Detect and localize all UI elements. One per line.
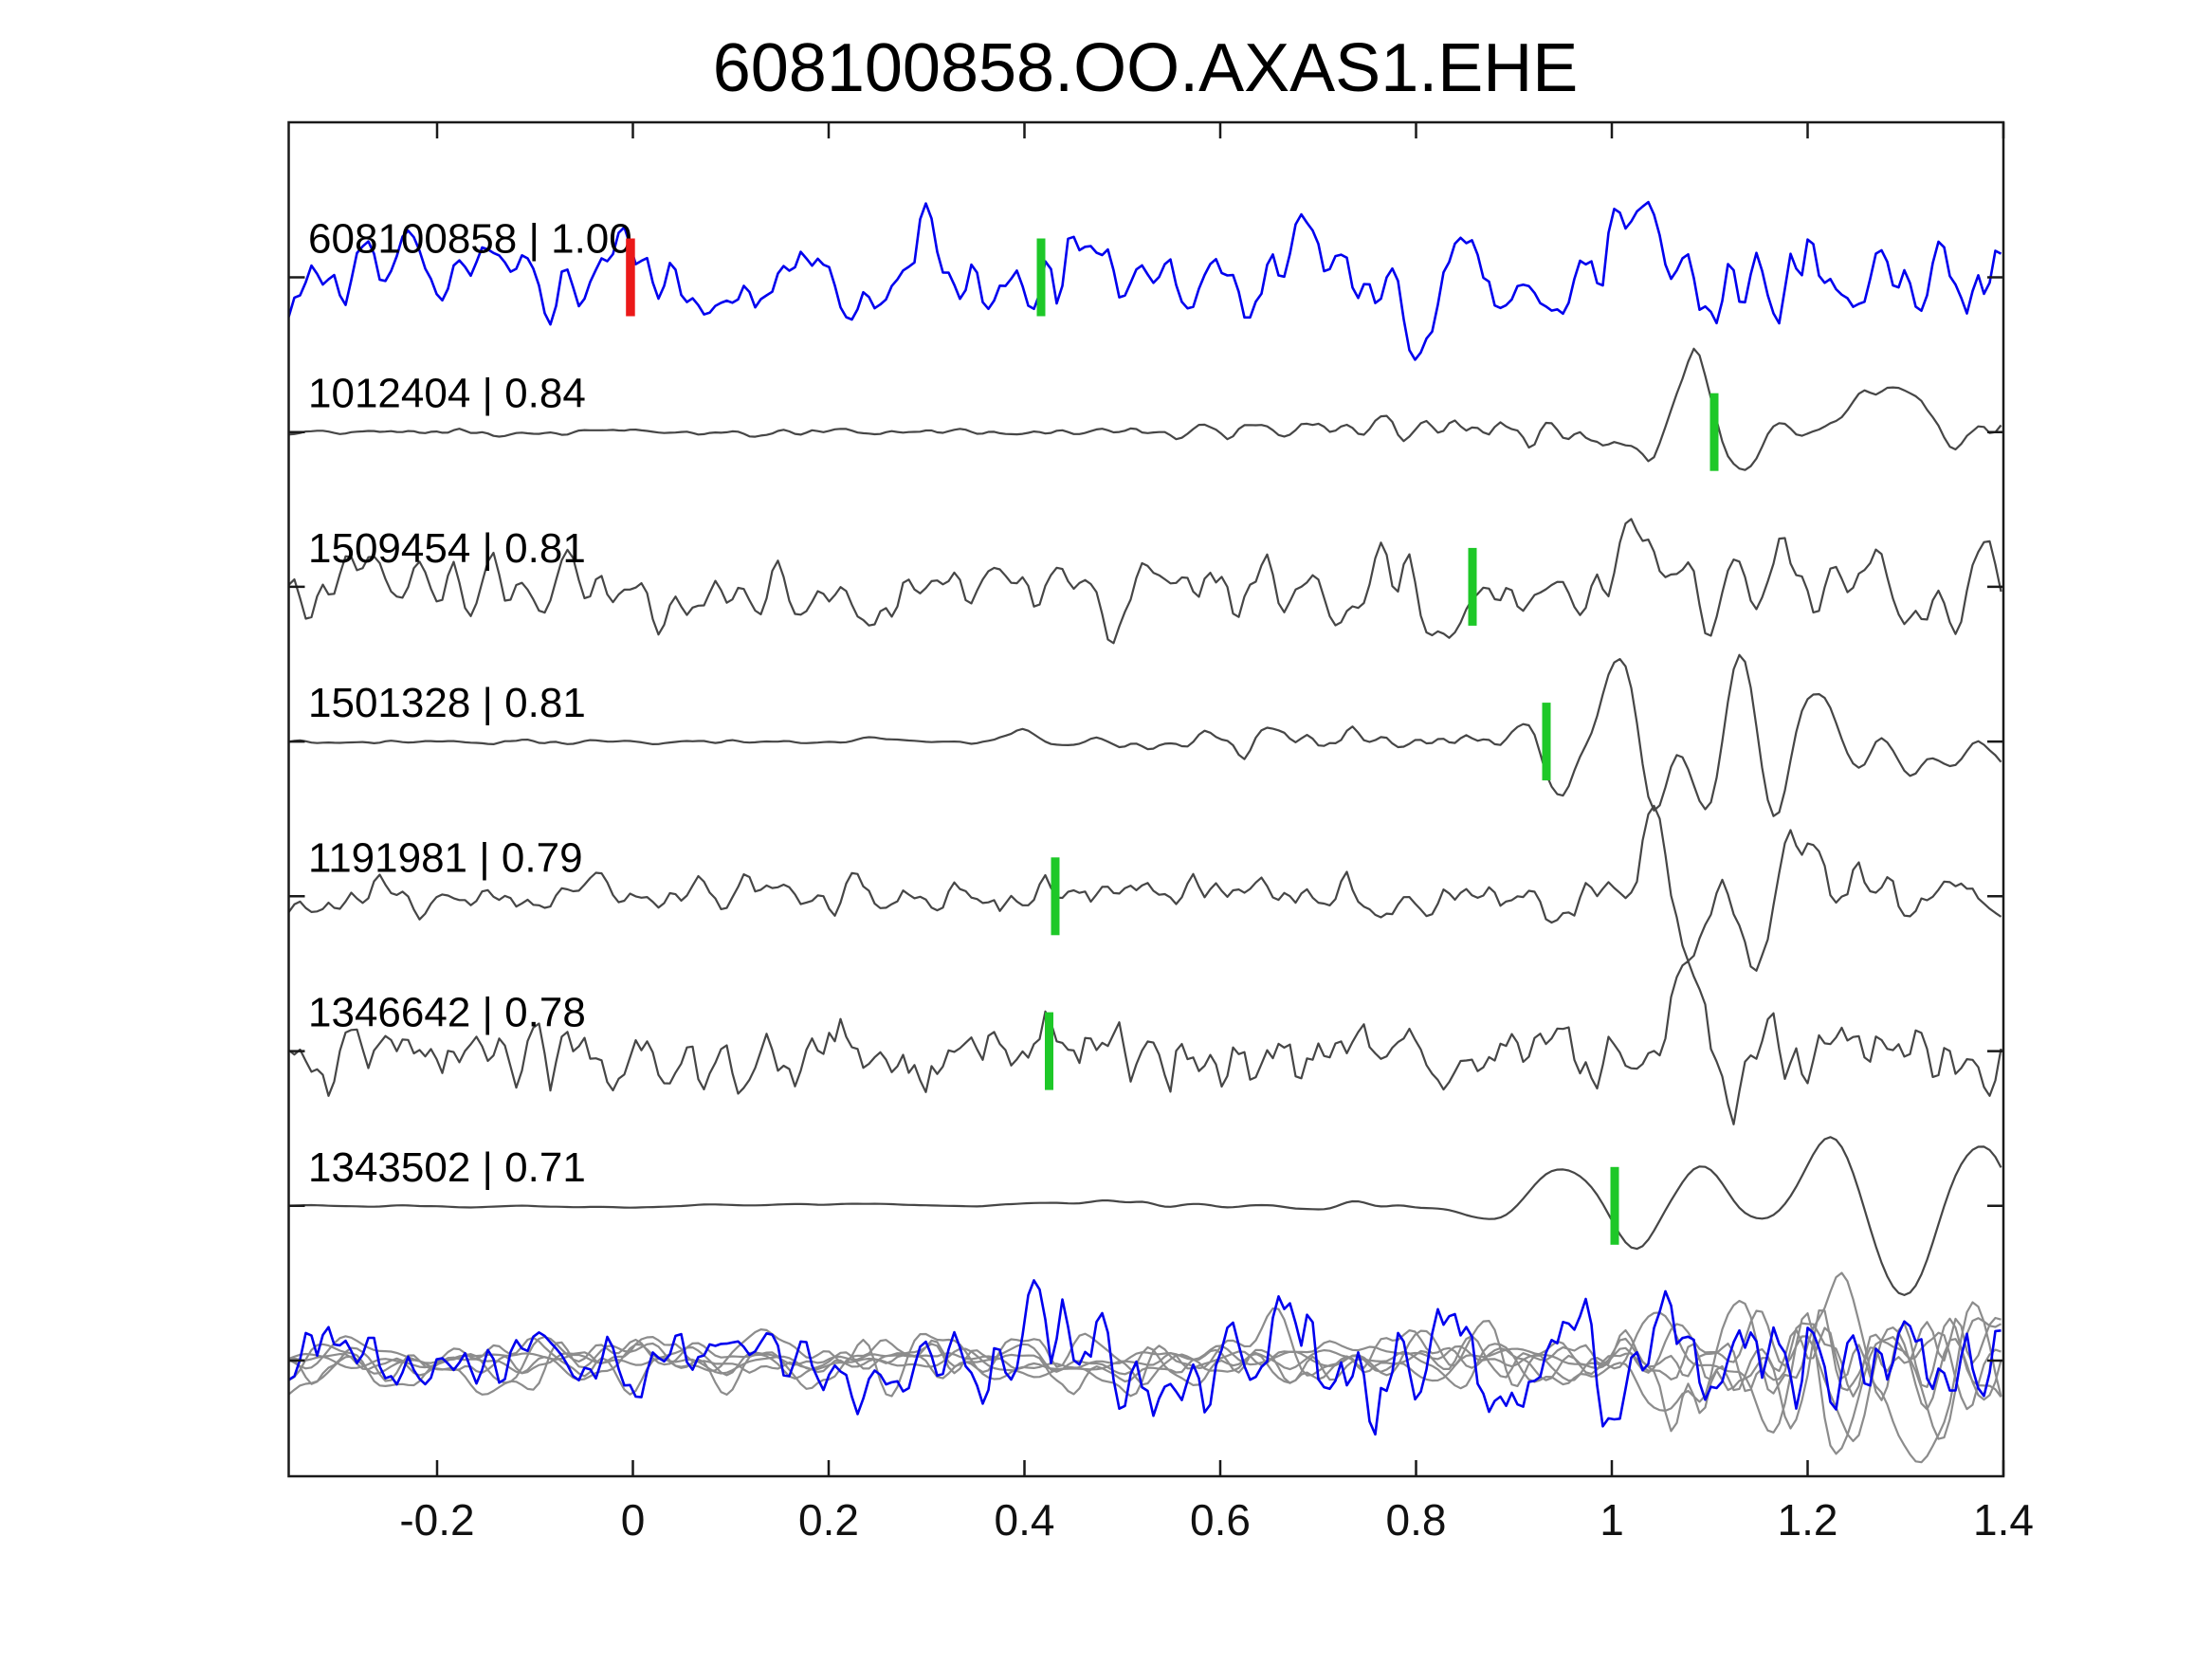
svg-text:1346642 | 0.78: 1346642 | 0.78 <box>308 990 586 1036</box>
svg-text:608100858.OO.AXAS1.EHE: 608100858.OO.AXAS1.EHE <box>713 30 1579 106</box>
svg-text:1.4: 1.4 <box>1973 1495 2034 1545</box>
svg-text:-0.2: -0.2 <box>399 1495 474 1545</box>
svg-text:1501328 | 0.81: 1501328 | 0.81 <box>308 680 586 726</box>
svg-text:608100858 | 1.00: 608100858 | 1.00 <box>308 216 632 263</box>
svg-text:1.2: 1.2 <box>1778 1495 1838 1545</box>
svg-text:1509454 | 0.81: 1509454 | 0.81 <box>308 525 586 572</box>
svg-text:1343502 | 0.71: 1343502 | 0.71 <box>308 1144 586 1191</box>
svg-text:1: 1 <box>1600 1495 1624 1545</box>
svg-text:0.6: 0.6 <box>1190 1495 1251 1545</box>
svg-text:0: 0 <box>621 1495 646 1545</box>
svg-text:1191981 | 0.79: 1191981 | 0.79 <box>308 834 583 881</box>
svg-text:1012404 | 0.84: 1012404 | 0.84 <box>308 371 586 417</box>
svg-text:0.4: 0.4 <box>995 1495 1055 1545</box>
svg-text:0.8: 0.8 <box>1386 1495 1447 1545</box>
svg-text:0.2: 0.2 <box>798 1495 859 1545</box>
